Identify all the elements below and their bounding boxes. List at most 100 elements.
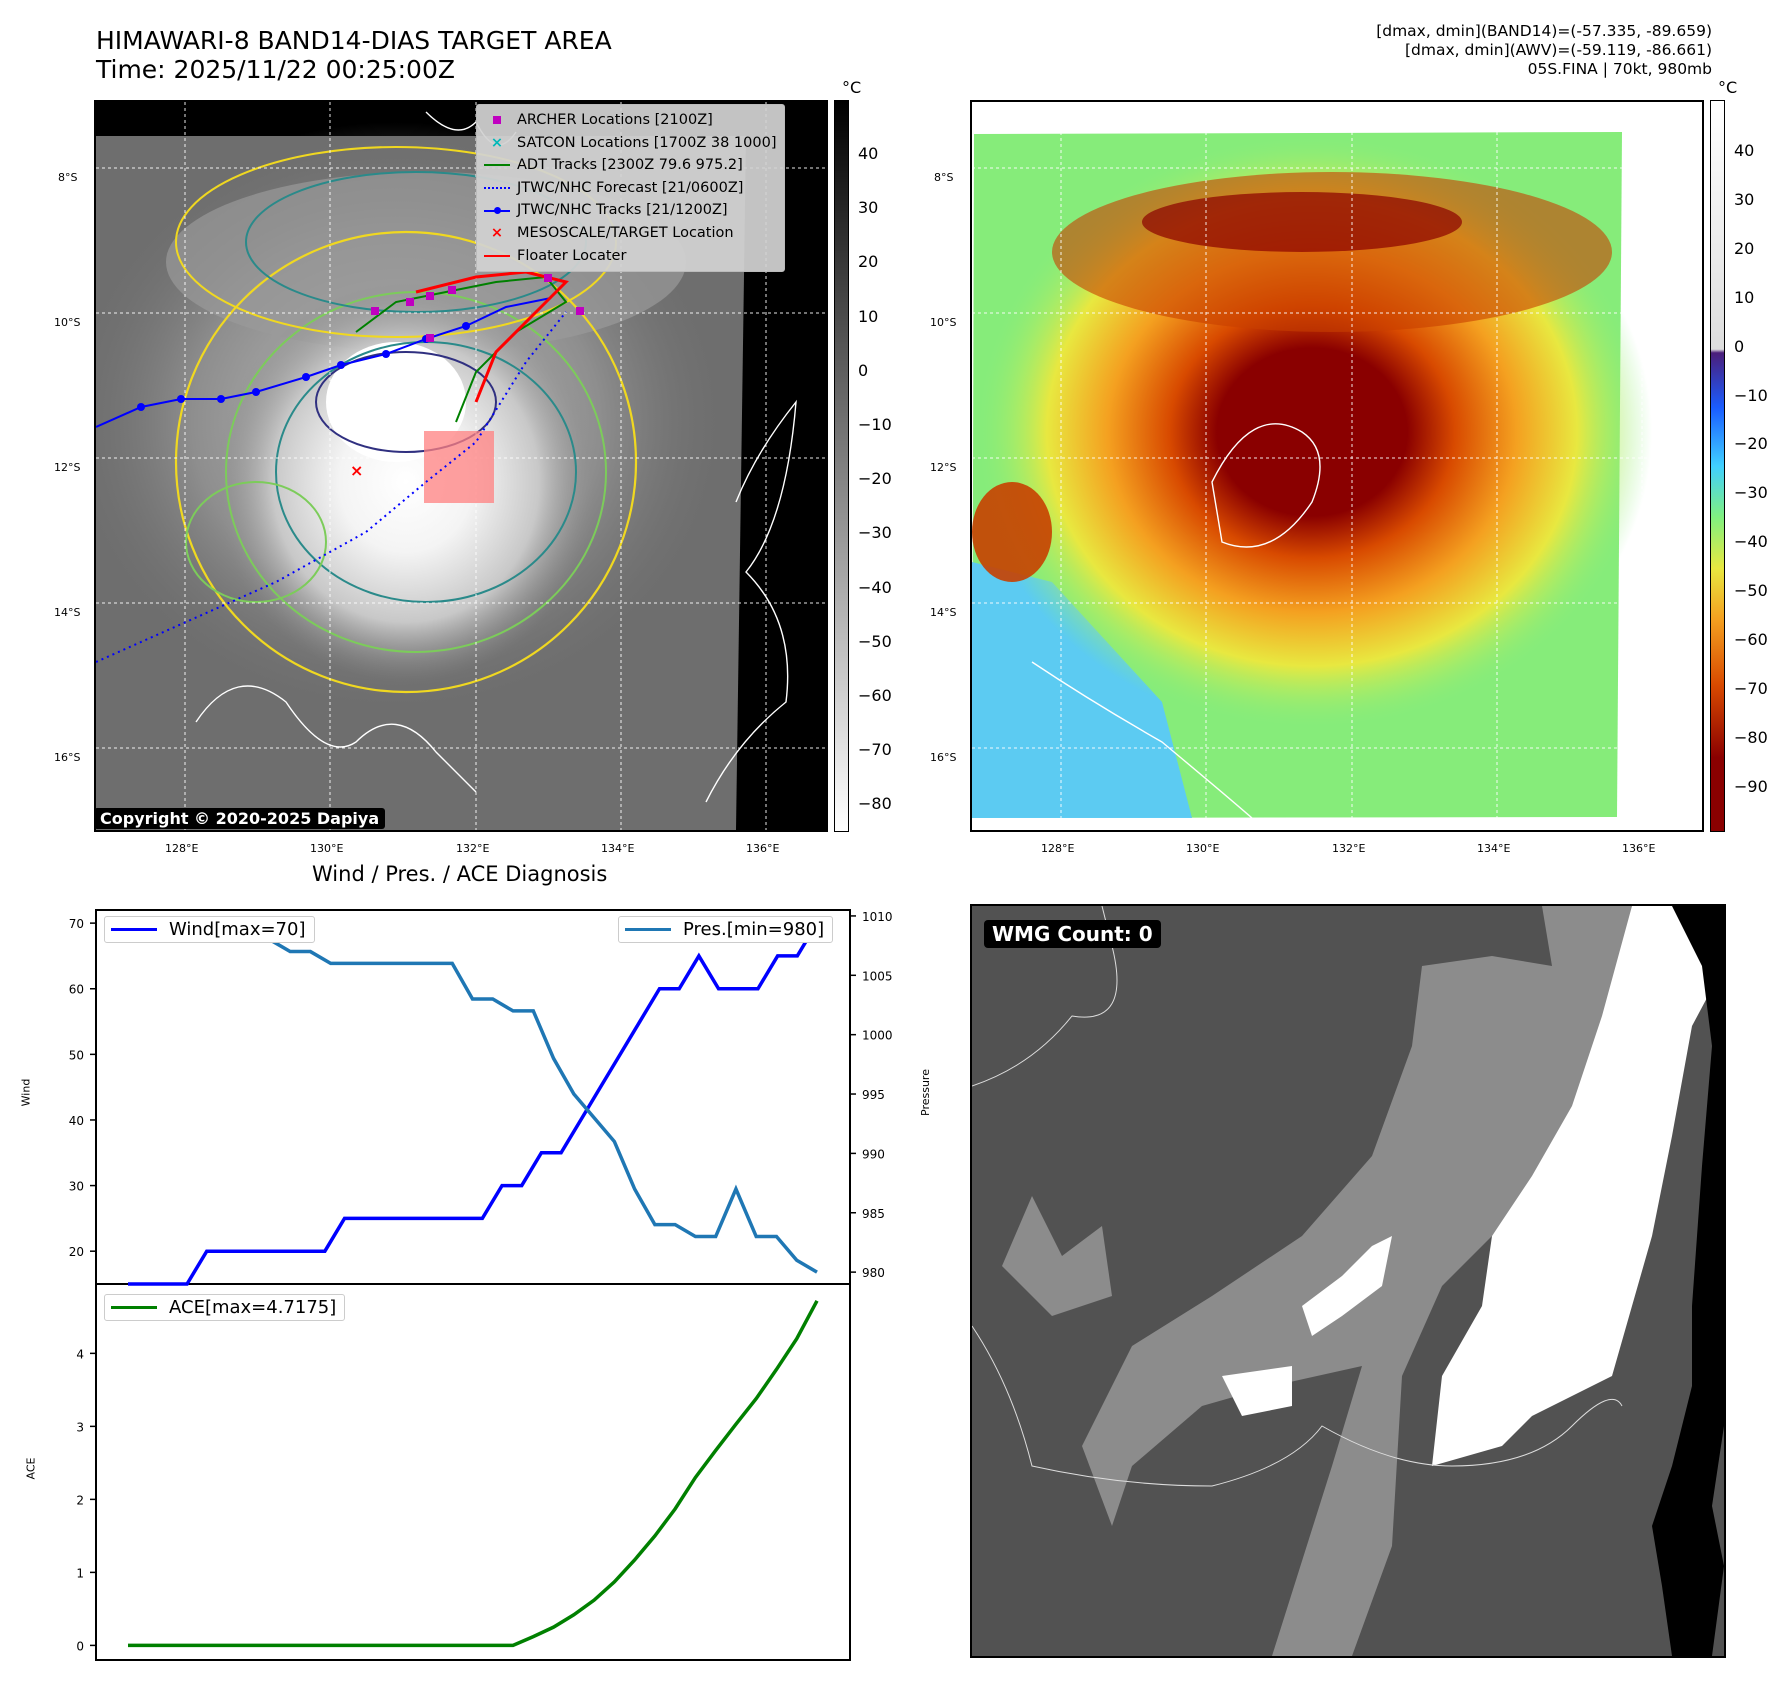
- wmg-count-badge: WMG Count: 0: [984, 920, 1161, 948]
- awv-colorbar-tick: −70: [1734, 678, 1768, 698]
- wind-line: [128, 922, 819, 1286]
- pres-tick-label: 995: [862, 1088, 885, 1102]
- awv-map-panel: [970, 100, 1704, 832]
- awv-lat-label-14s: 14°S: [930, 606, 957, 619]
- ir-colorbar-tick: 30: [858, 198, 879, 218]
- lat-label-10s: 10°S: [54, 316, 81, 329]
- legend-satcon: × SATCON Locations [1700Z 38 1000]: [490, 134, 777, 151]
- awv-lon-label-130e: 130°E: [1186, 842, 1220, 855]
- ir-colorbar-tick: 40: [858, 144, 879, 163]
- wind-tick-label: 40: [69, 1114, 84, 1128]
- pres-tick-label: 985: [862, 1207, 885, 1221]
- diag-chart-svg: 70 60 50 40 30 20 1010 1005 1000 995 990 985 980 4 3 2 1…: [69, 909, 893, 1661]
- pres-tick-label: 980: [862, 1266, 885, 1280]
- legend-forecast: JTWC/NHC Forecast [21/0600Z]: [477, 177, 776, 200]
- awv-colorbar-tick: 40: [1734, 141, 1755, 160]
- awv-lat-label-12s: 12°S: [930, 461, 957, 474]
- lat-label-8s: 8°S: [58, 171, 78, 184]
- legend-target: × MESOSCALE/TARGET Location: [490, 224, 734, 241]
- lat-label-12s: 12°S: [54, 461, 81, 474]
- ace-legend: ACE[max=4.7175]: [104, 1294, 346, 1321]
- wind-tick-label: 60: [69, 983, 84, 997]
- awv-colorbar-tick: −20: [1734, 434, 1768, 454]
- awv-colorbar-tick: −50: [1734, 581, 1768, 601]
- ir-colorbar-unit: °C: [842, 78, 862, 97]
- awv-lon-label-136e: 136°E: [1622, 842, 1656, 855]
- wind-axis-label: Wind: [19, 1078, 33, 1107]
- awv-colorbar-unit: °C: [1718, 78, 1738, 97]
- lon-label-132e: 132°E: [456, 842, 490, 855]
- ir-colorbar-tick: −40: [858, 577, 892, 597]
- title-line-2: Time: 2025/11/22 00:25:00Z: [96, 55, 455, 84]
- lat-label-16s: 16°S: [54, 751, 81, 764]
- diag-bottom-frame: [95, 1283, 851, 1661]
- wmg-image: [972, 906, 1724, 1656]
- ir-colorbar-tick: 10: [858, 306, 879, 326]
- awv-colorbar-tick: −90: [1734, 776, 1768, 796]
- ir-map-image: ×: [96, 102, 826, 830]
- awv-lat-label-8s: 8°S: [934, 171, 954, 184]
- pres-tick-label: 990: [862, 1147, 885, 1161]
- lon-label-130e: 130°E: [310, 842, 344, 855]
- legend-tracks: JTWC/NHC Tracks [21/1200Z]: [477, 199, 776, 222]
- track-legend: ARCHER Locations [2100Z] × SATCON Locatio…: [476, 104, 786, 273]
- ir-map-panel: × ARCHER Locations [2100Z] × SATCON Locat…: [94, 100, 828, 832]
- wmg-panel: [970, 904, 1726, 1658]
- pres-tick-label: 1010: [862, 910, 893, 924]
- ace-tick-label: 1: [76, 1566, 84, 1580]
- target-marker: ×: [350, 461, 363, 480]
- ir-colorbar-tick: −30: [858, 523, 892, 543]
- awv-colorbar-tick: 30: [1734, 189, 1755, 209]
- ir-colorbar-tick: −80: [858, 794, 892, 814]
- intensity-info: [dmax, dmin](BAND14)=(-57.335, -89.659) …: [1376, 22, 1712, 79]
- legend-adt: ADT Tracks [2300Z 79.6 975.2]: [477, 154, 776, 177]
- wind-tick-label: 50: [69, 1048, 84, 1062]
- lon-label-128e: 128°E: [165, 842, 199, 855]
- figure-title: HIMAWARI-8 BAND14-DIAS TARGET AREA Time:…: [96, 26, 612, 84]
- lon-label-134e: 134°E: [601, 842, 635, 855]
- awv-lon-label-128e: 128°E: [1041, 842, 1075, 855]
- legend-archer: ARCHER Locations [2100Z]: [477, 109, 776, 132]
- ace-axis-label: ACE: [24, 1457, 38, 1480]
- pres-tick-label: 1000: [862, 1029, 893, 1043]
- awv-colorbar-tick: −40: [1734, 532, 1768, 552]
- lon-label-136e: 136°E: [746, 842, 780, 855]
- awv-colorbar: [1710, 100, 1725, 832]
- awv-lon-label-134e: 134°E: [1477, 842, 1511, 855]
- ace-tick-label: 0: [76, 1639, 84, 1653]
- ir-colorbar-tick: −20: [858, 469, 892, 489]
- awv-colorbar-tick: 20: [1734, 238, 1755, 258]
- storm-summary: 05S.FINA | 70kt, 980mb: [1527, 60, 1712, 78]
- copyright-badge: Copyright © 2020-2025 Dapiya: [94, 808, 386, 829]
- ace-line: [128, 1299, 819, 1648]
- awv-colorbar-tick: 10: [1734, 287, 1755, 307]
- ir-colorbar-tick: −70: [858, 740, 892, 760]
- ace-tick-label: 2: [76, 1493, 84, 1507]
- legend-floater: Floater Locater: [477, 245, 776, 268]
- diag-title: Wind / Pres. / ACE Diagnosis: [312, 862, 608, 886]
- floater-box: [424, 431, 494, 503]
- ace-tick-label: 4: [76, 1347, 84, 1361]
- awv-colorbar-tick: −30: [1734, 483, 1768, 503]
- awv-map-image: [972, 102, 1702, 830]
- lat-label-14s: 14°S: [54, 606, 81, 619]
- diag-top-frame: [95, 909, 851, 1285]
- pres-axis-label: Pressure: [918, 1069, 932, 1116]
- wind-legend: Wind[max=70]: [104, 916, 315, 943]
- awv-colorbar-tick: −80: [1734, 727, 1768, 747]
- awv-lat-label-16s: 16°S: [930, 751, 957, 764]
- wind-tick-label: 30: [69, 1180, 84, 1194]
- awv-colorbar-tick: −10: [1734, 385, 1768, 405]
- ir-colorbar: [834, 100, 849, 832]
- wind-tick-label: 70: [69, 917, 84, 931]
- title-line-1: HIMAWARI-8 BAND14-DIAS TARGET AREA: [96, 26, 612, 55]
- ir-colorbar-tick: −10: [858, 415, 892, 434]
- wind-tick-label: 20: [69, 1245, 84, 1259]
- ir-colorbar-tick: −50: [858, 631, 892, 651]
- awv-colorbar-tick: 0: [1734, 336, 1745, 356]
- awv-colorbar-tick: −60: [1734, 630, 1768, 649]
- ir-colorbar-tick: 20: [858, 252, 879, 272]
- ir-colorbar-tick: −60: [858, 686, 892, 705]
- awv-range: [dmax, dmin](AWV)=(-59.119, -86.661): [1405, 41, 1712, 59]
- pres-tick-label: 1005: [862, 969, 893, 983]
